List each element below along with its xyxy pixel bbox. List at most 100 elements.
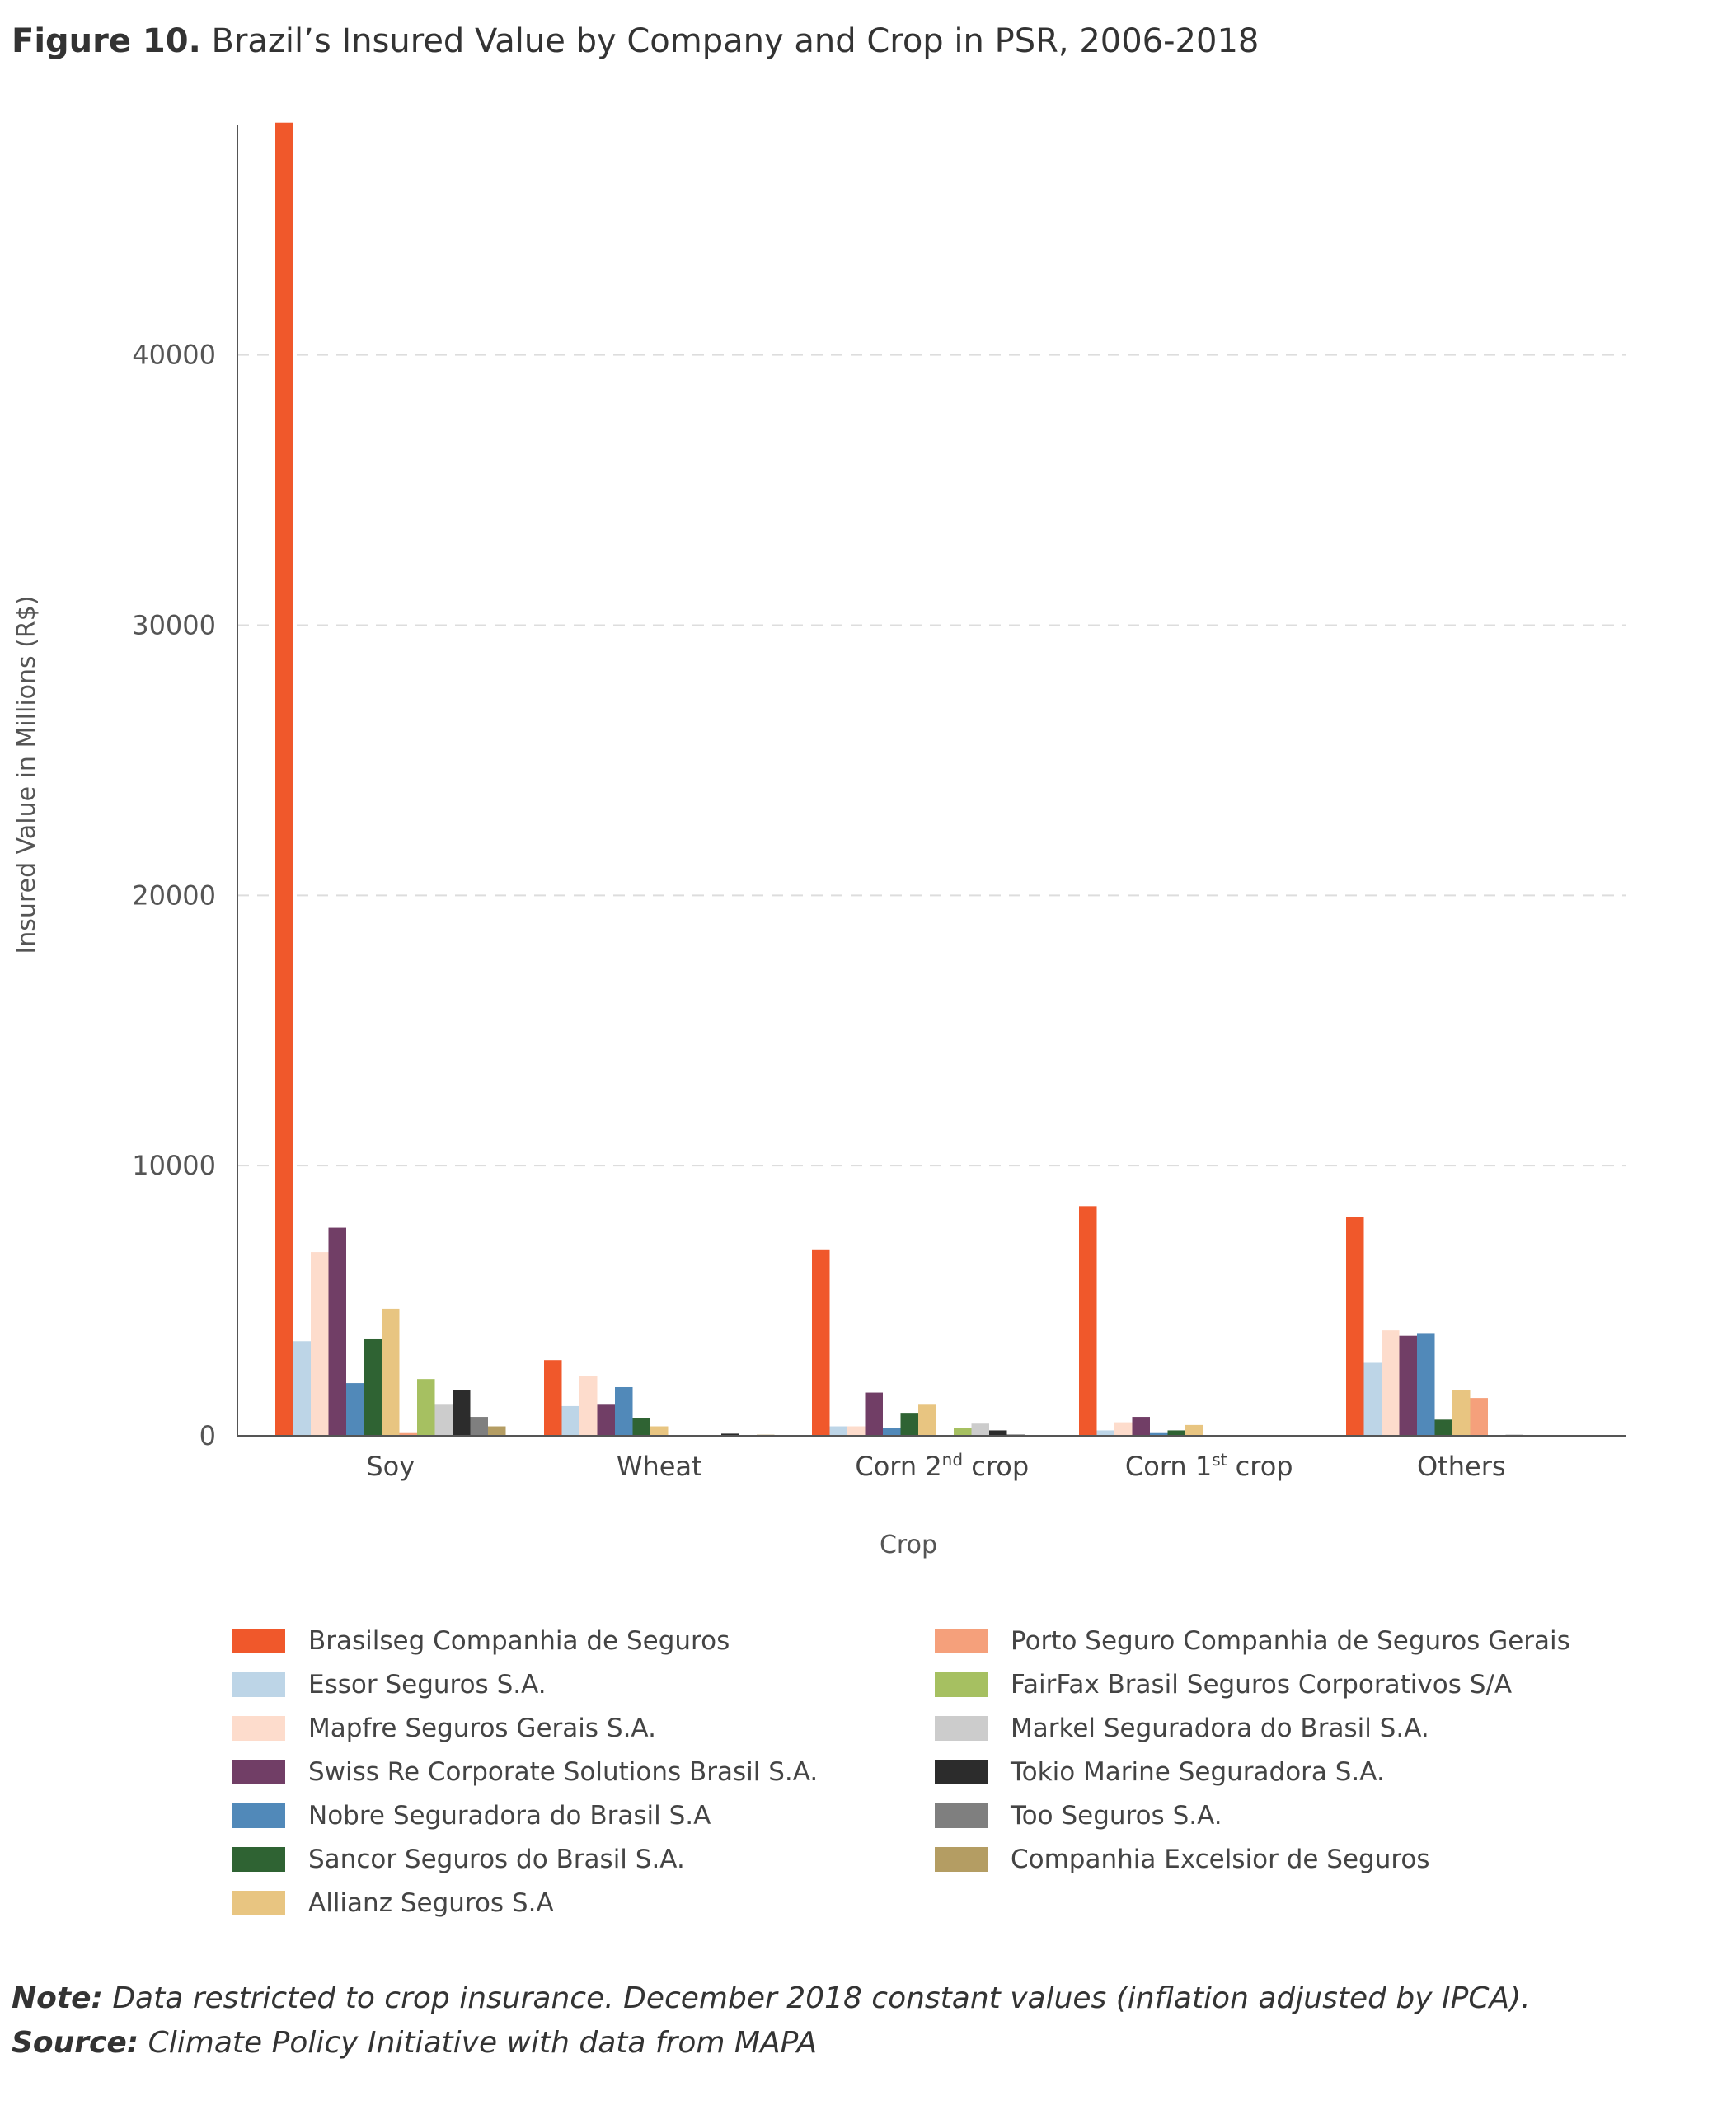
bar [382,1308,400,1436]
legend-label: Too Seguros S.A. [1011,1801,1222,1831]
bar [364,1338,382,1436]
category-label-text: Others [1417,1451,1506,1482]
y-tick-label: 10000 [132,1150,216,1181]
bar [1363,1362,1382,1436]
category-label-superscript: st [1212,1450,1227,1470]
bar [847,1426,866,1436]
x-category-label: Soy [366,1451,415,1482]
legend-swatch [232,1891,285,1915]
bar [1167,1430,1185,1436]
y-tick-label: 40000 [132,340,216,371]
bar-chart: 0 10000 20000 30000 40000 Soy Wheat Corn 2nd c… [12,122,1626,1559]
bar [1346,1217,1364,1436]
bar [632,1418,650,1436]
x-category-label: Wheat [617,1451,702,1482]
x-axis-label: Crop [880,1531,937,1559]
legend-swatch [232,1847,285,1872]
legend-label: Nobre Seguradora do Brasil S.A [308,1801,711,1831]
bar [470,1417,488,1436]
y-tick-label: 0 [199,1420,216,1451]
legend-swatch [935,1847,988,1872]
bar [650,1426,669,1436]
note-line: Note: Data restricted to crop insurance.… [12,1976,1531,2021]
note-text: Data restricted to crop insurance. Decem… [102,1981,1531,2015]
bar [971,1423,989,1436]
legend-swatch [232,1672,285,1697]
y-tick-labels: 0 10000 20000 30000 40000 [132,340,216,1451]
bar [311,1252,329,1436]
figure-title: Figure 10. Brazil’s Insured Value by Com… [12,16,1259,66]
legend-swatch [232,1803,285,1828]
bar [488,1426,506,1436]
bar [434,1404,453,1436]
legend-swatch [935,1716,988,1741]
bar [812,1249,830,1436]
category-label-text: Corn 2 [855,1451,941,1482]
bar [883,1428,901,1436]
y-tick-label: 30000 [132,609,216,640]
bar [399,1432,417,1436]
category-label-text: Wheat [617,1451,702,1482]
bar [1470,1398,1488,1436]
bar [1434,1419,1452,1436]
figure-title-text: Brazil’s Insured Value by Company and Cr… [211,22,1260,60]
source-line: Source: Climate Policy Initiative with d… [12,2021,1531,2065]
legend-swatch [935,1803,988,1828]
legend-label: Porto Seguro Companhia de Seguros Gerais [1011,1626,1570,1656]
bar [1132,1417,1150,1436]
legend-swatch [232,1716,285,1741]
bar [328,1227,346,1436]
bar [346,1383,364,1436]
category-label-superscript: nd [942,1450,963,1470]
bar [544,1360,562,1436]
bar [1114,1422,1133,1436]
figure-label: Figure 10. [12,22,201,60]
bar [275,122,293,1436]
legend-label: Allianz Seguros S.A [308,1888,554,1918]
category-label-text: Soy [366,1451,415,1482]
category-label-suffix: crop [963,1451,1029,1482]
legend-label: Mapfre Seguros Gerais S.A. [308,1714,656,1743]
category-label-suffix: crop [1227,1451,1293,1482]
bar [293,1341,311,1436]
bar [597,1404,615,1436]
bar [1417,1333,1435,1436]
legend-label: Essor Seguros S.A. [308,1670,547,1700]
bar [1452,1390,1471,1436]
bar [721,1433,739,1436]
source-text: Climate Policy Initiative with data from… [138,2026,818,2060]
bar [453,1390,471,1436]
bar [615,1386,633,1436]
legend-label: Sancor Seguros do Brasil S.A. [308,1845,685,1874]
legend-label: Companhia Excelsior de Seguros [1011,1845,1430,1874]
bar [989,1430,1007,1436]
x-category-label: Corn 2nd crop [855,1450,1029,1482]
legend-swatch [232,1629,285,1653]
y-axis-label: Insured Value in Millions (R$) [12,595,41,954]
bar [1150,1432,1168,1436]
bars [275,122,1523,1436]
legend-label: FairFax Brasil Seguros Corporativos S/A [1011,1670,1513,1700]
source-label: Source: [12,2026,139,2060]
legend-swatch [232,1760,285,1784]
category-label-text: Corn 1 [1125,1451,1212,1482]
x-category-label: Others [1417,1451,1506,1482]
bar [1079,1206,1097,1436]
legend-label: Markel Seguradora do Brasil S.A. [1011,1714,1429,1743]
legend-label: Brasilseg Companhia de Seguros [308,1626,730,1656]
x-category-label: Corn 1st crop [1125,1450,1293,1482]
footnotes: Note: Data restricted to crop insurance.… [12,1976,1531,2065]
x-category-labels: Soy Wheat Corn 2nd crop Corn 1st crop Others [366,1450,1505,1482]
bar [1096,1430,1114,1436]
bar [918,1404,936,1436]
bar [579,1376,598,1436]
bar [1185,1424,1203,1436]
bar [561,1405,579,1436]
bar [900,1413,918,1436]
bar [954,1428,972,1436]
bar [865,1392,883,1436]
bar [1382,1330,1400,1436]
bar [1399,1335,1417,1436]
legend-swatch [935,1760,988,1784]
grid-lines [237,354,1626,1167]
